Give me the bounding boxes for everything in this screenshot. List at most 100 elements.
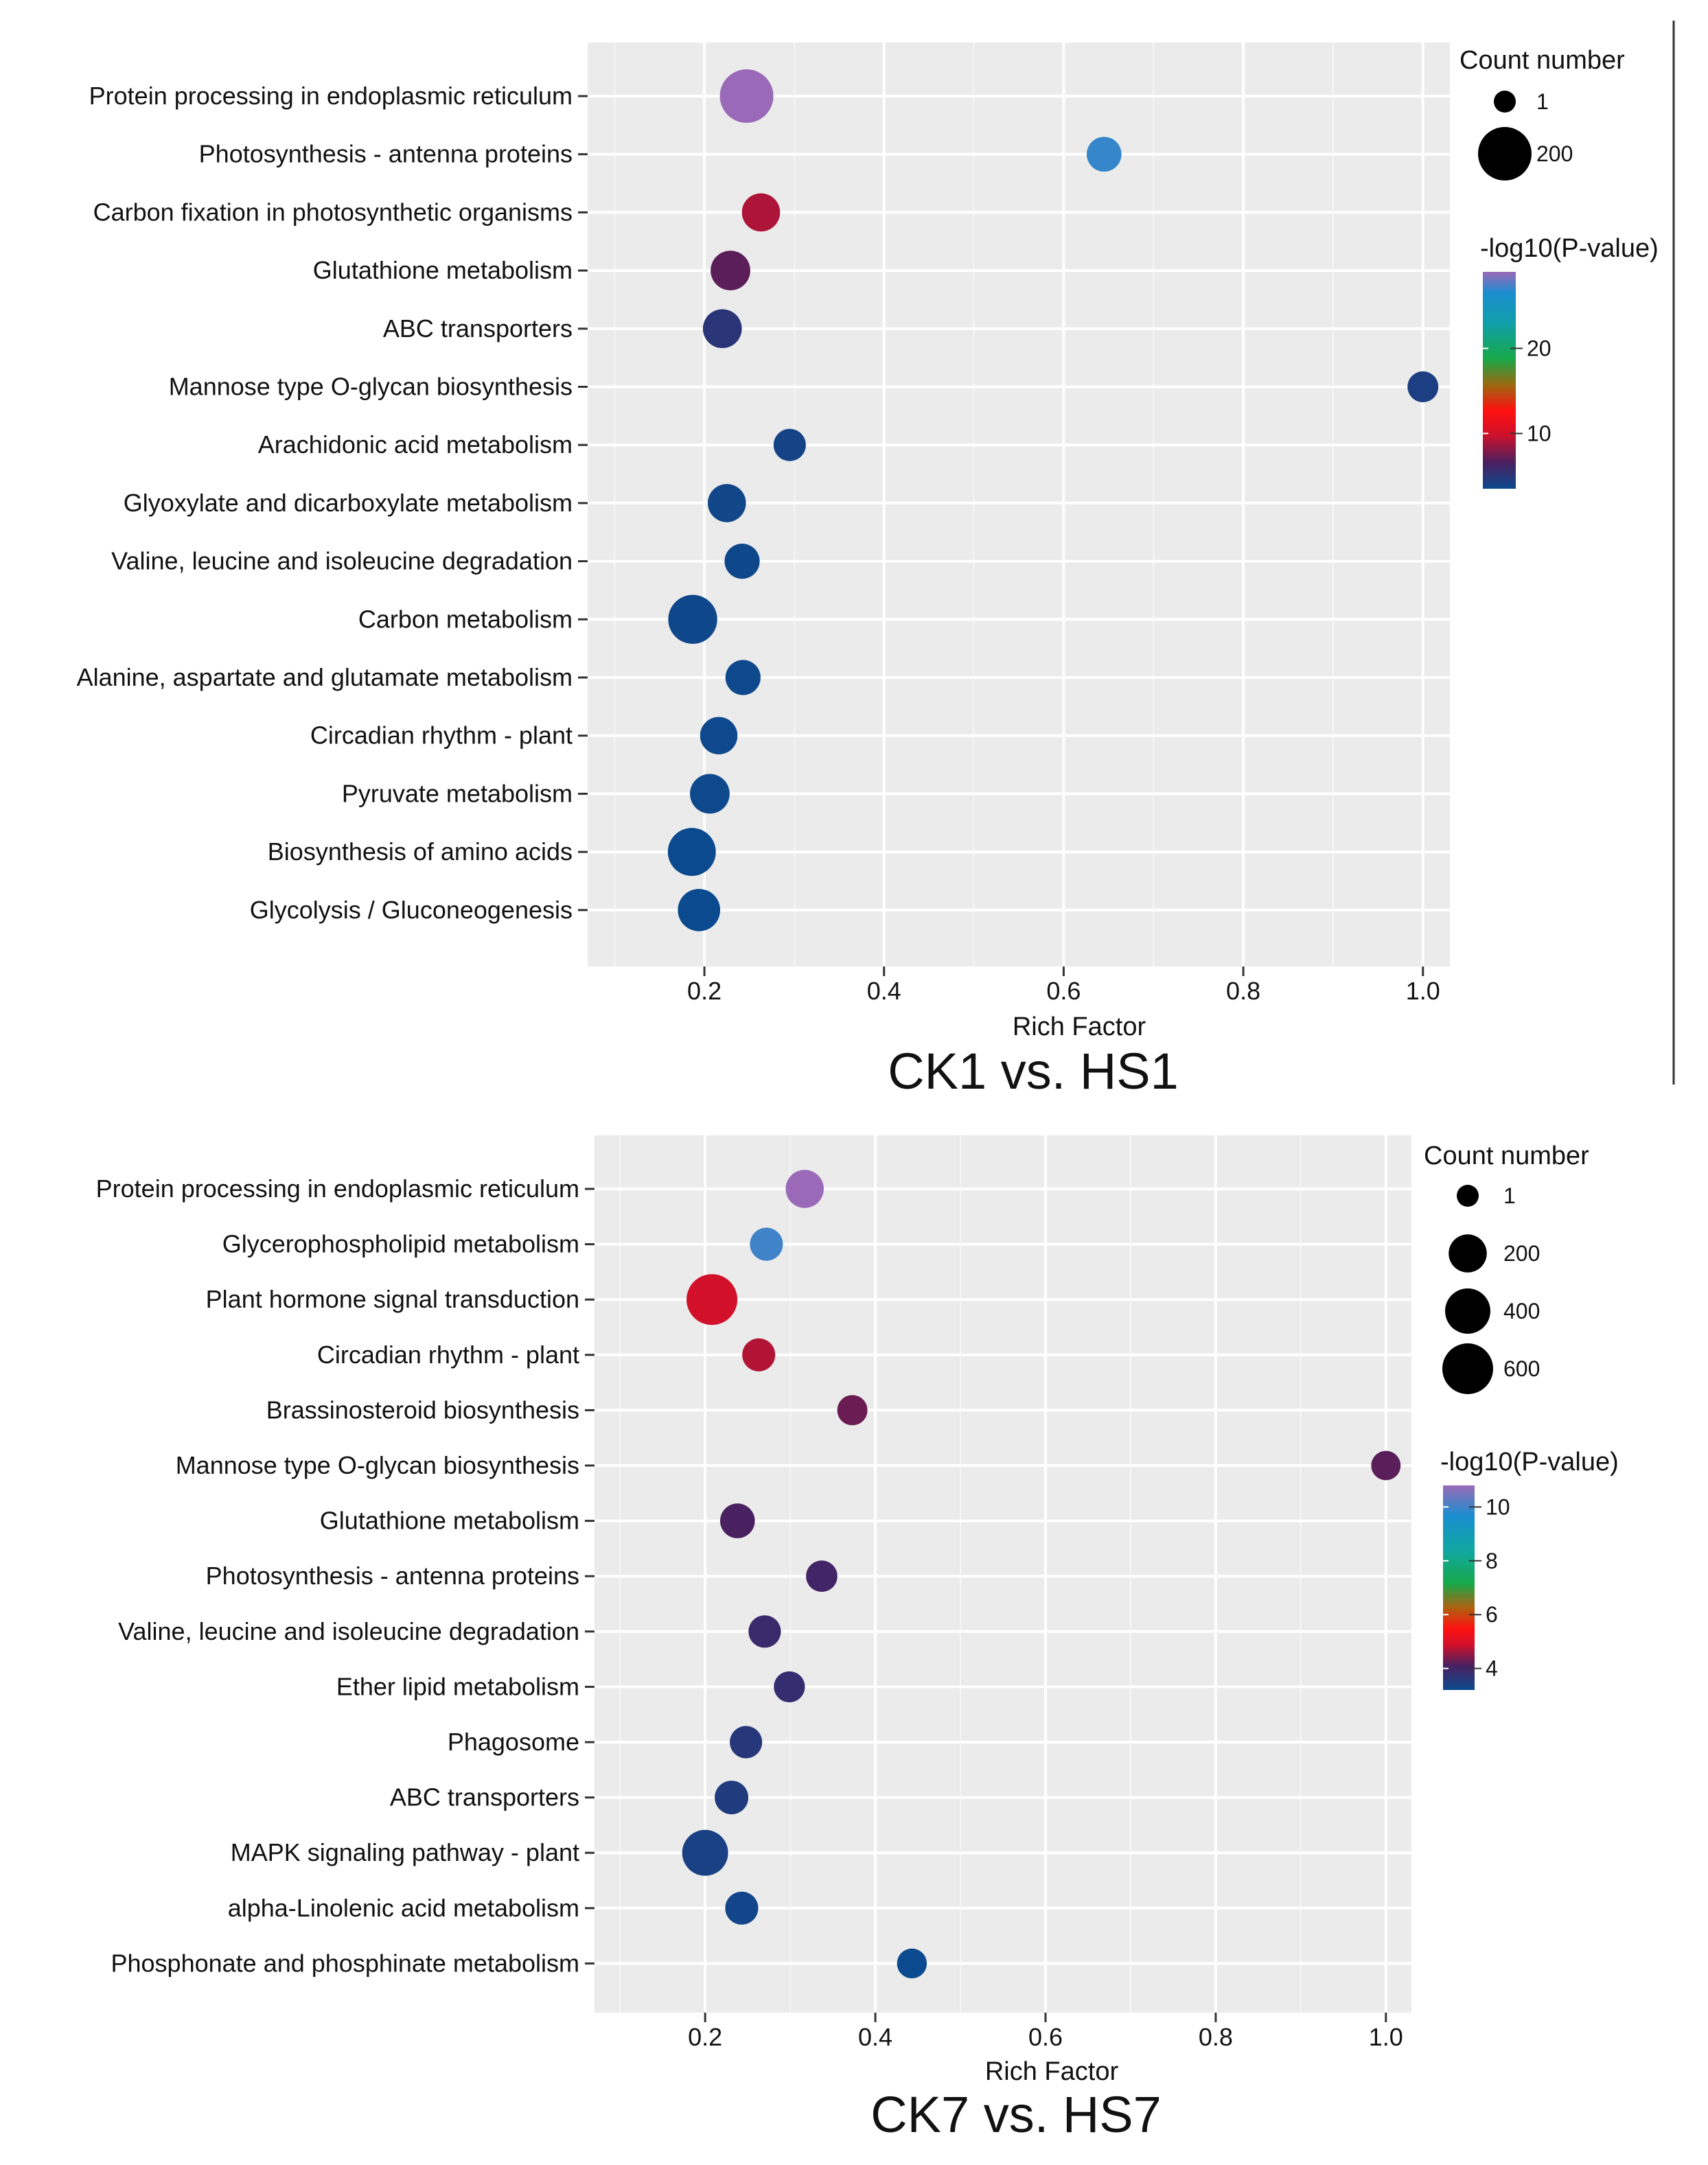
data-point — [725, 1891, 759, 1925]
data-point — [774, 1671, 805, 1702]
y-axis-ticks: Protein processing in endoplasmic reticu… — [96, 1174, 595, 1977]
data-point — [690, 774, 730, 814]
y-tick-label: alpha-Linolenic acid metabolism — [228, 1894, 579, 1922]
size-legend-swatch — [1449, 1234, 1487, 1273]
data-point — [806, 1560, 838, 1593]
size-legend-title: Count number — [1459, 46, 1625, 75]
color-legend: -log10(P-value) 10 20 — [1480, 234, 1659, 489]
data-point — [707, 484, 746, 522]
size-legend-swatch — [1442, 1343, 1493, 1394]
colorbar-tick-label: 4 — [1486, 1656, 1498, 1681]
panel-ck7-vs-hs7: Protein processing in endoplasmic reticu… — [96, 1135, 1619, 2143]
data-points — [682, 1170, 1401, 1979]
data-point — [741, 193, 781, 232]
y-tick-label: Mannose type O-glycan biosynthesis — [169, 373, 573, 401]
colorbar-tick-label: 8 — [1486, 1549, 1498, 1573]
y-tick-label: Pyruvate metabolism — [342, 779, 573, 807]
y-tick-label: Photosynthesis - antenna proteins — [199, 140, 573, 168]
x-tick-label: 1.0 — [1406, 977, 1440, 1005]
data-point — [785, 1170, 824, 1208]
data-point — [1371, 1450, 1401, 1481]
data-point — [1407, 371, 1439, 402]
data-point — [711, 251, 750, 290]
y-tick-label: MAPK signaling pathway - plant — [231, 1838, 579, 1866]
data-point — [1086, 137, 1122, 172]
x-tick-label: 0.4 — [867, 977, 901, 1005]
size-legend-label: 200 — [1536, 141, 1573, 166]
y-tick-label: ABC transporters — [390, 1783, 579, 1811]
x-axis-ticks: 0.2 0.4 0.6 0.8 1.0 — [687, 966, 1440, 1005]
colorbar — [1483, 272, 1516, 489]
color-legend-title: -log10(P-value) — [1440, 1448, 1619, 1477]
size-legend-label: 1 — [1536, 89, 1549, 114]
data-points — [667, 69, 1439, 931]
x-tick-label: 0.2 — [687, 977, 722, 1005]
x-tick-label: 0.6 — [1046, 977, 1081, 1005]
size-legend-swatch — [1457, 1185, 1479, 1207]
size-legend-swatch — [1478, 127, 1532, 181]
color-legend-title: -log10(P-value) — [1480, 234, 1659, 263]
y-tick-label: Glutathione metabolism — [320, 1507, 579, 1535]
colorbar-tick-label: 10 — [1527, 421, 1551, 445]
x-tick-label: 1.0 — [1369, 2023, 1403, 2051]
gridlines — [588, 43, 1450, 966]
colorbar-tick-label: 6 — [1486, 1602, 1498, 1627]
y-tick-label: Mannose type O-glycan biosynthesis — [176, 1451, 579, 1479]
data-point — [730, 1726, 763, 1759]
data-point — [773, 428, 806, 461]
y-tick-label: Carbon fixation in photosynthetic organi… — [93, 198, 573, 226]
y-tick-label: Phosphonate and phosphinate metabolism — [111, 1949, 580, 1977]
y-tick-label: Biosynthesis of amino acids — [268, 837, 573, 866]
y-tick-label: Photosynthesis - antenna proteins — [206, 1562, 579, 1590]
data-point — [682, 1829, 728, 1876]
data-point — [715, 1781, 749, 1815]
panel-title: CK1 vs. HS1 — [888, 1043, 1179, 1100]
data-point — [750, 1227, 783, 1261]
y-tick-label: Glycerophospholipid metabolism — [222, 1230, 579, 1258]
data-point — [897, 1948, 927, 1979]
panel-ck1-vs-hs1: Protein processing in endoplasmic reticu… — [77, 21, 1675, 1100]
size-legend: Count number 1 200 400 600 — [1424, 1142, 1589, 1394]
y-tick-label: Glutathione metabolism — [313, 256, 573, 284]
y-tick-label: Arachidonic acid metabolism — [258, 430, 573, 459]
y-tick-label: Circadian rhythm - plant — [310, 721, 573, 750]
data-point — [719, 1503, 755, 1538]
x-tick-label: 0.8 — [1199, 2023, 1233, 2051]
size-legend-swatch — [1494, 91, 1516, 113]
data-point — [702, 309, 742, 349]
data-point — [667, 828, 716, 877]
y-tick-label: Alanine, aspartate and glutamate metabol… — [77, 663, 573, 691]
y-tick-label: Valine, leucine and isoleucine degradati… — [118, 1617, 579, 1645]
x-axis-title: Rich Factor — [1013, 1012, 1146, 1041]
data-point — [837, 1395, 868, 1426]
y-tick-label: Valine, leucine and isoleucine degradati… — [111, 547, 573, 575]
plot-background — [595, 1135, 1411, 2013]
data-point — [678, 888, 721, 931]
x-tick-label: 0.4 — [858, 2023, 892, 2051]
data-point — [686, 1274, 738, 1325]
y-tick-label: Protein processing in endoplasmic reticu… — [96, 1174, 579, 1203]
y-tick-label: Protein processing in endoplasmic reticu… — [89, 82, 573, 110]
data-point — [725, 660, 761, 695]
x-axis-title: Rich Factor — [985, 2057, 1119, 2086]
size-legend: Count number 1 200 — [1459, 46, 1625, 181]
data-point — [719, 69, 774, 123]
y-tick-label: Ether lipid metabolism — [336, 1672, 579, 1700]
size-legend-label: 1 — [1503, 1183, 1516, 1208]
data-point — [700, 717, 738, 754]
x-axis-ticks: 0.2 0.4 0.6 0.8 1.0 — [688, 2013, 1403, 2051]
colorbar-tick-label: 10 — [1486, 1494, 1510, 1519]
data-point — [668, 594, 717, 644]
y-tick-label: Plant hormone signal transduction — [206, 1285, 579, 1313]
y-tick-label: Phagosome — [448, 1728, 579, 1756]
data-point — [742, 1338, 776, 1371]
data-point — [724, 544, 760, 579]
size-legend-label: 200 — [1503, 1241, 1540, 1266]
x-tick-label: 0.6 — [1028, 2023, 1063, 2051]
data-point — [748, 1615, 781, 1648]
x-tick-label: 0.2 — [688, 2023, 722, 2051]
colorbar-tick-label: 20 — [1527, 336, 1551, 361]
color-legend: -log10(P-value) 4 6 8 10 — [1440, 1448, 1619, 1690]
y-tick-label: Brassinosteroid biosynthesis — [266, 1396, 579, 1424]
